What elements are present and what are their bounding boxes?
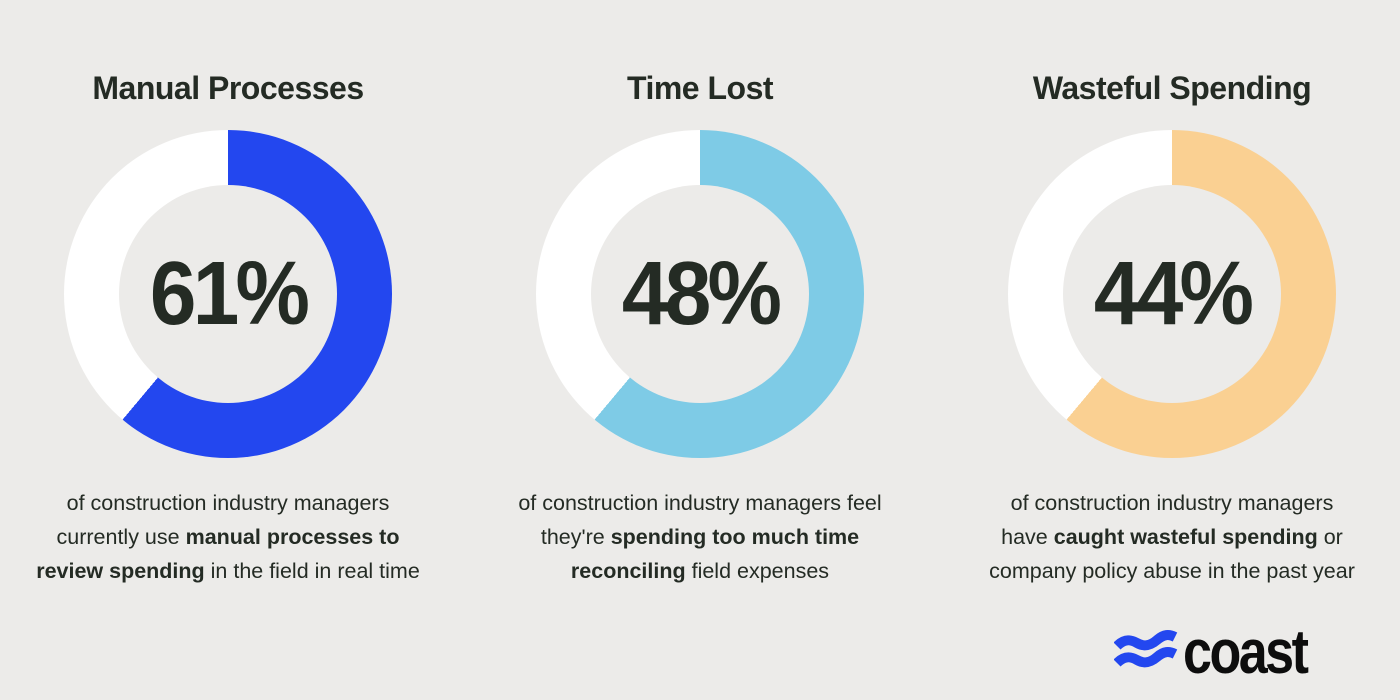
caption-line: they're spending too much time <box>540 525 860 549</box>
caption-line: currently use manual processes to <box>56 525 400 549</box>
stats-row: Manual Processes 61% of construction ind… <box>18 70 1382 588</box>
coast-logo-text: coast <box>1183 618 1309 687</box>
caption-line: company policy abuse in the past year <box>989 559 1355 583</box>
coast-logo: coast <box>1114 622 1330 684</box>
donut-chart-time-lost: 48% <box>536 130 864 458</box>
caption-line: of construction industry managers <box>1010 491 1334 515</box>
percent-value: 44% <box>1093 244 1254 344</box>
caption-line: review spending in the field in real tim… <box>36 559 420 583</box>
stat-title: Wasteful Spending <box>1032 70 1312 106</box>
stat-caption: of construction industry managers have ca… <box>989 486 1355 588</box>
stat-column-manual-processes: Manual Processes 61% of construction ind… <box>18 70 438 588</box>
stat-caption: of construction industry managers current… <box>36 486 420 588</box>
stat-title: Manual Processes <box>92 70 364 106</box>
coast-waves-icon <box>1114 630 1178 668</box>
donut-chart-wasteful-spending: 44% <box>1008 130 1336 458</box>
stat-caption: of construction industry managers feel th… <box>518 486 881 588</box>
percent-value: 48% <box>621 244 782 344</box>
caption-line: have caught wasteful spending or <box>1001 525 1343 549</box>
donut-hole: 48% <box>591 185 809 403</box>
caption-line: of construction industry managers feel <box>518 491 882 515</box>
donut-hole: 61% <box>119 185 337 403</box>
donut-chart-manual-processes: 61% <box>64 130 392 458</box>
donut-hole: 44% <box>1063 185 1281 403</box>
stat-column-wasteful-spending: Wasteful Spending 44% of construction in… <box>962 70 1382 588</box>
percent-value: 61% <box>149 244 310 344</box>
stat-title: Time Lost <box>626 70 774 106</box>
stat-column-time-lost: Time Lost 48% of construction industry m… <box>490 70 910 588</box>
caption-line: of construction industry managers <box>66 491 390 515</box>
caption-line: reconciling field expenses <box>570 559 830 583</box>
